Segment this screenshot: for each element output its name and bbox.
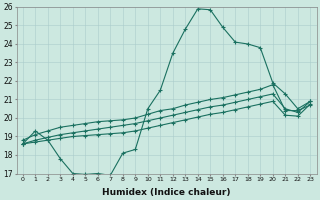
X-axis label: Humidex (Indice chaleur): Humidex (Indice chaleur) bbox=[102, 188, 231, 197]
